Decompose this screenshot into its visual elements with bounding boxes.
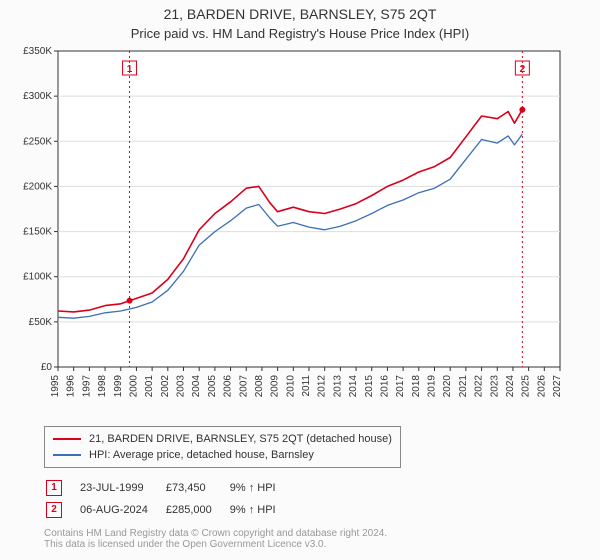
svg-text:£200K: £200K	[23, 181, 52, 192]
credit-line2: This data is licensed under the Open Gov…	[44, 539, 600, 550]
svg-text:2023: 2023	[489, 375, 500, 398]
svg-text:£300K: £300K	[23, 91, 52, 102]
svg-text:2016: 2016	[379, 375, 390, 398]
svg-text:2020: 2020	[442, 375, 453, 398]
svg-text:1999: 1999	[113, 375, 124, 398]
svg-text:2009: 2009	[270, 375, 281, 398]
svg-text:1997: 1997	[81, 375, 92, 398]
svg-text:2026: 2026	[536, 375, 547, 398]
svg-text:2024: 2024	[505, 375, 516, 398]
svg-text:2018: 2018	[411, 375, 422, 398]
credit-line1: Contains HM Land Registry data © Crown c…	[44, 528, 600, 539]
table-row: 1 23-JUL-1999£73,4509% ↑ HPI	[46, 478, 292, 498]
chart-title-subtitle: Price paid vs. HM Land Registry's House …	[0, 22, 600, 45]
svg-text:£250K: £250K	[23, 136, 52, 147]
price-chart: £0 £50K £100K £150K £200K £250K £300K £350K 1995…	[6, 45, 566, 415]
svg-text:2021: 2021	[458, 375, 469, 398]
svg-text:2015: 2015	[364, 375, 375, 398]
svg-text:£150K: £150K	[23, 227, 52, 238]
sale-delta: 9% ↑ HPI	[230, 478, 292, 498]
table-row: 2 06-AUG-2024£285,0009% ↑ HPI	[46, 500, 292, 520]
sale-price: £285,000	[166, 500, 228, 520]
svg-text:2001: 2001	[144, 375, 155, 398]
legend-label: 21, BARDEN DRIVE, BARNSLEY, S75 2QT (det…	[89, 433, 392, 445]
sale-marker-icon: 1	[46, 480, 62, 496]
chart-title-address: 21, BARDEN DRIVE, BARNSLEY, S75 2QT	[0, 0, 600, 22]
svg-text:1996: 1996	[66, 375, 77, 398]
svg-text:2022: 2022	[474, 375, 485, 398]
sale-price: £73,450	[166, 478, 228, 498]
svg-text:2: 2	[520, 64, 526, 75]
svg-text:£50K: £50K	[29, 317, 53, 328]
svg-text:2007: 2007	[238, 375, 249, 398]
sale-marker-icon: 2	[46, 502, 62, 518]
chart-header: 21, BARDEN DRIVE, BARNSLEY, S75 2QT Pric…	[0, 0, 600, 45]
legend-row: 21, BARDEN DRIVE, BARNSLEY, S75 2QT (det…	[53, 431, 392, 447]
svg-text:2002: 2002	[160, 375, 171, 398]
legend-label: HPI: Average price, detached house, Barn…	[89, 449, 314, 461]
svg-text:2012: 2012	[317, 375, 328, 398]
svg-text:£100K: £100K	[23, 272, 52, 283]
svg-text:2027: 2027	[552, 375, 563, 398]
svg-text:2025: 2025	[521, 375, 532, 398]
svg-text:£0: £0	[41, 362, 53, 373]
sale-delta: 9% ↑ HPI	[230, 500, 292, 520]
svg-text:1995: 1995	[50, 375, 61, 398]
svg-text:1: 1	[127, 64, 133, 75]
credit: Contains HM Land Registry data © Crown c…	[44, 528, 600, 550]
sale-date: 06-AUG-2024	[80, 500, 164, 520]
svg-text:2000: 2000	[128, 375, 139, 398]
svg-text:1998: 1998	[97, 375, 108, 398]
svg-text:2006: 2006	[223, 375, 234, 398]
svg-text:2013: 2013	[332, 375, 343, 398]
svg-text:2005: 2005	[207, 375, 218, 398]
svg-text:2011: 2011	[301, 375, 312, 397]
sale-date: 23-JUL-1999	[80, 478, 164, 498]
legend-row: HPI: Average price, detached house, Barn…	[53, 447, 392, 463]
svg-text:2019: 2019	[427, 375, 438, 398]
legend-swatch	[53, 454, 81, 456]
legend: 21, BARDEN DRIVE, BARNSLEY, S75 2QT (det…	[44, 426, 401, 468]
legend-swatch	[53, 438, 81, 440]
svg-text:2008: 2008	[254, 375, 265, 398]
svg-text:2003: 2003	[176, 375, 187, 398]
svg-text:2017: 2017	[395, 375, 406, 398]
svg-text:2004: 2004	[191, 375, 202, 398]
svg-text:2014: 2014	[348, 375, 359, 398]
svg-text:£350K: £350K	[23, 46, 52, 57]
svg-text:2010: 2010	[285, 375, 296, 398]
sales-table: 1 23-JUL-1999£73,4509% ↑ HPI 2 06-AUG-2024£…	[44, 476, 294, 522]
